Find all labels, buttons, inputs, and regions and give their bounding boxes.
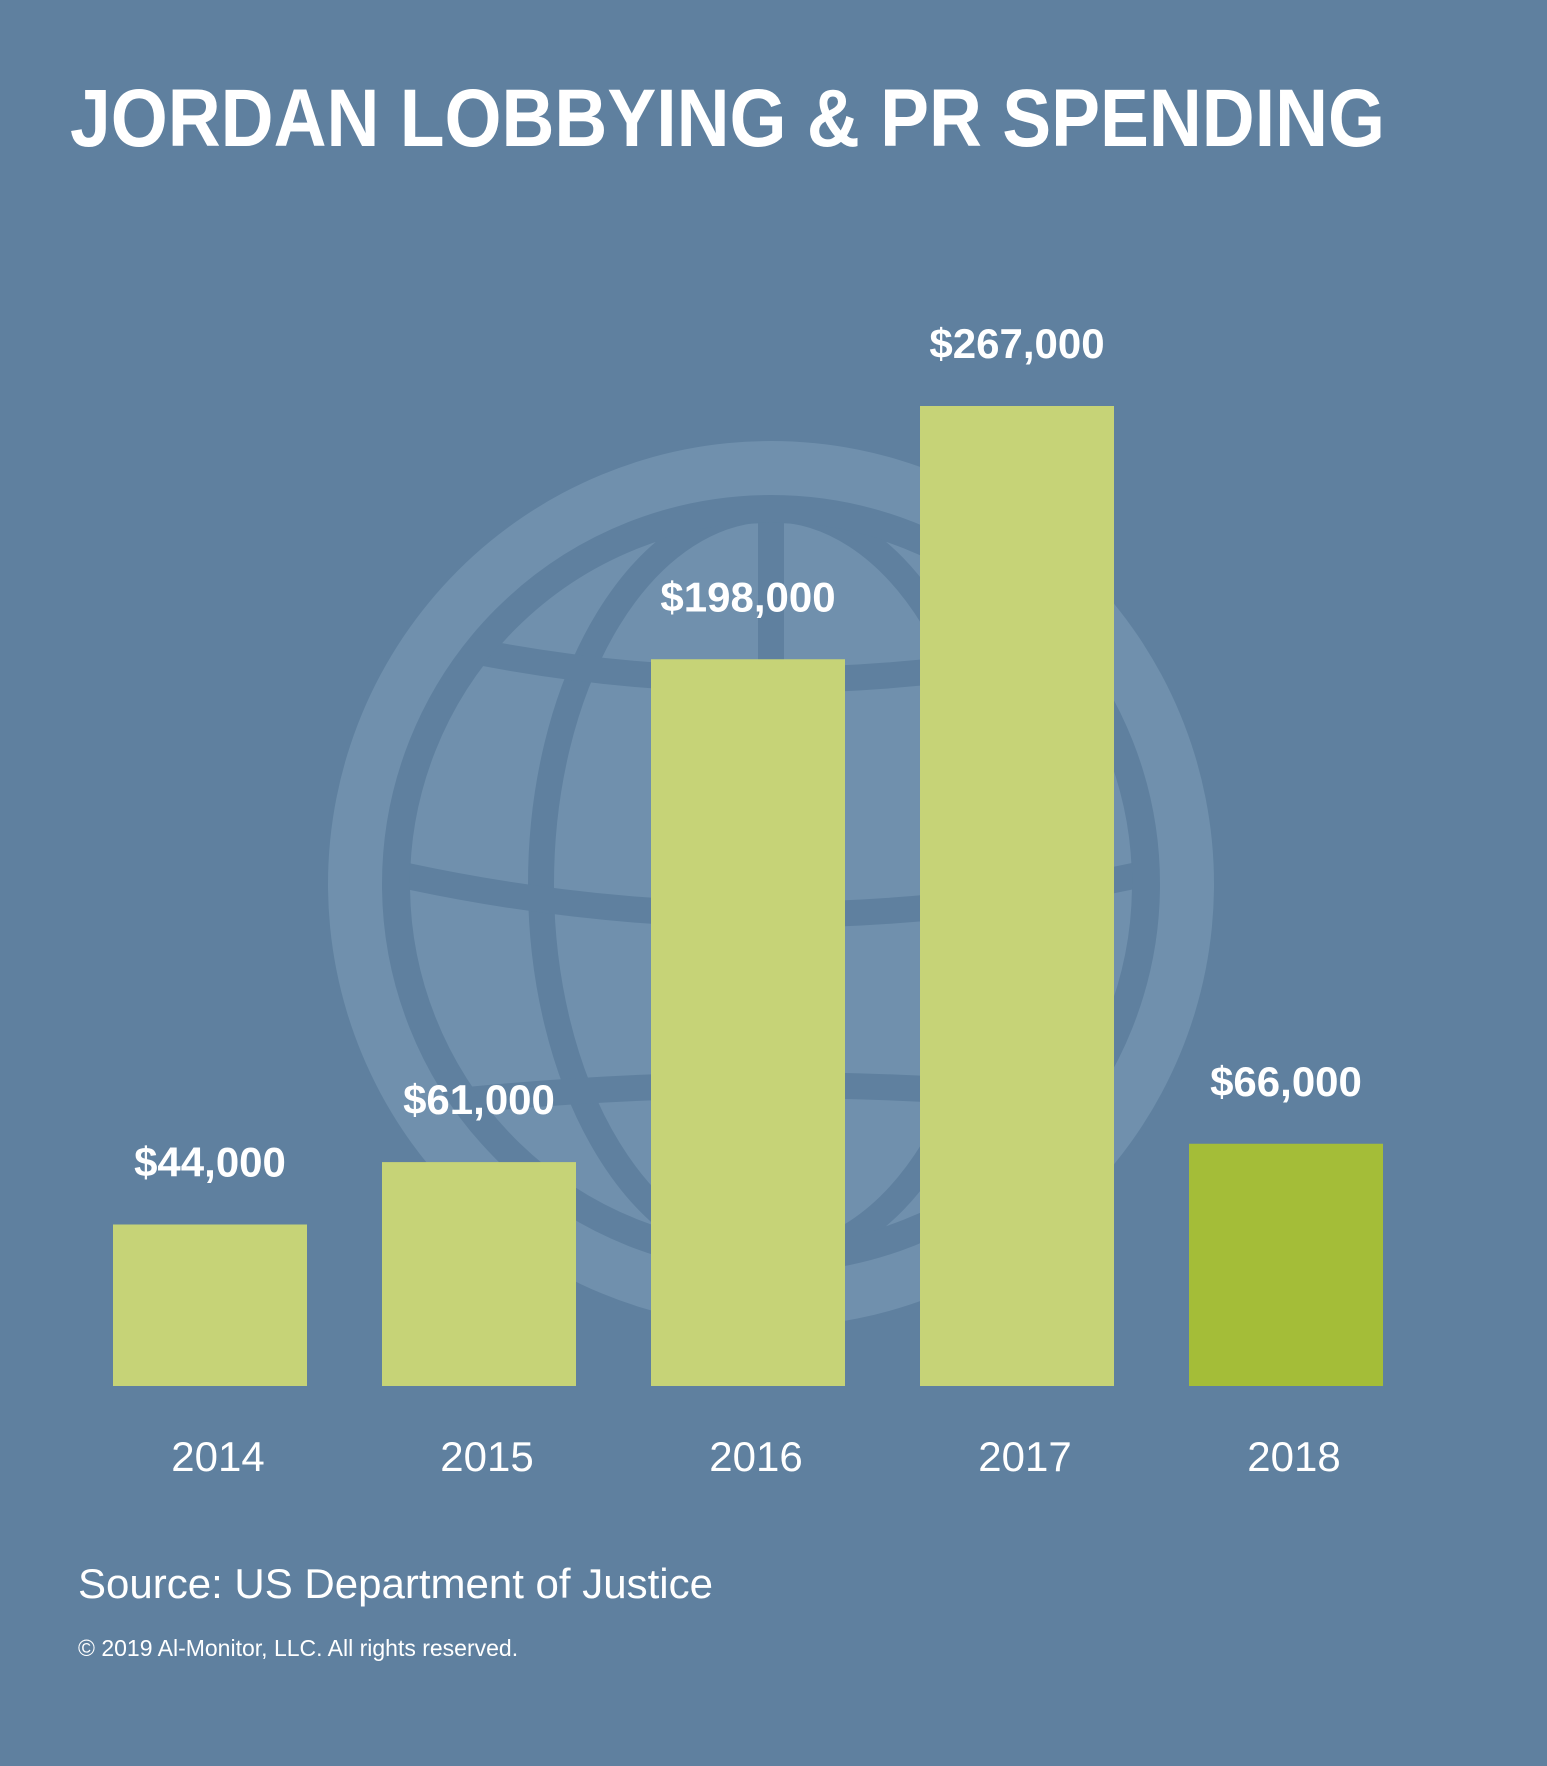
copyright-note: © 2019 Al-Monitor, LLC. All rights reser… xyxy=(78,1635,518,1661)
bar-2016 xyxy=(651,659,845,1386)
data-label-2017: $267,000 xyxy=(929,320,1104,367)
bar-2017 xyxy=(920,406,1114,1386)
x-tick-label-2017: 2017 xyxy=(978,1433,1071,1480)
data-label-2018: $66,000 xyxy=(1210,1058,1362,1105)
x-tick-label-2014: 2014 xyxy=(171,1433,264,1480)
bar-2014 xyxy=(113,1224,307,1386)
bar-2018 xyxy=(1189,1143,1383,1386)
chart-title: JORDAN LOBBYING & PR SPENDING xyxy=(70,73,1385,164)
x-tick-label-2018: 2018 xyxy=(1247,1433,1340,1480)
bar-2015 xyxy=(382,1162,576,1386)
x-tick-label-2015: 2015 xyxy=(440,1433,533,1480)
x-tick-label-2016: 2016 xyxy=(709,1433,802,1480)
data-label-2014: $44,000 xyxy=(134,1139,286,1186)
data-label-2015: $61,000 xyxy=(403,1076,555,1123)
source-note: Source: US Department of Justice xyxy=(78,1560,713,1607)
data-label-2016: $198,000 xyxy=(660,573,835,620)
